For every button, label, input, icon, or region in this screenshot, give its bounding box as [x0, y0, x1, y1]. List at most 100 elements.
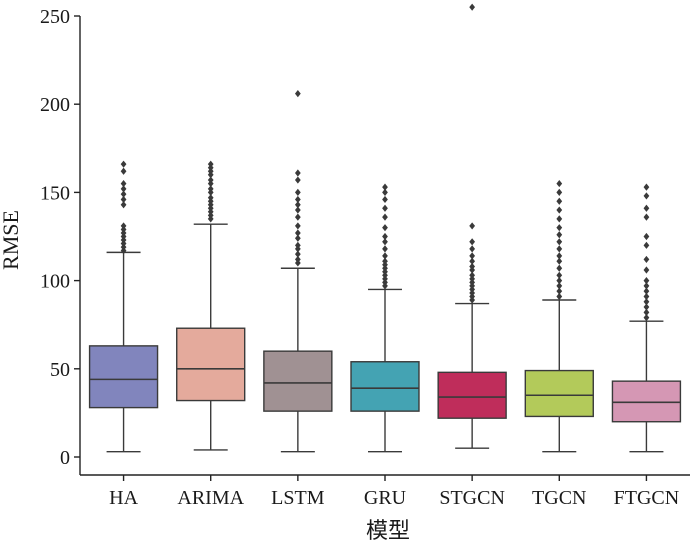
boxes-layer	[88, 3, 682, 453]
outlier-point	[294, 176, 301, 184]
outlier-point	[294, 169, 301, 177]
x-axis-title: 模型	[366, 518, 410, 543]
outlier-point	[469, 262, 476, 271]
x-tick-label: FTGCN	[614, 487, 680, 509]
outlier-point	[382, 238, 388, 246]
outlier-point	[556, 179, 563, 188]
outlier-point	[556, 271, 563, 279]
box-group-arima	[176, 160, 246, 451]
outlier-point	[469, 222, 476, 230]
outlier-point	[294, 255, 301, 264]
outlier-point	[294, 195, 301, 204]
outlier-point	[120, 195, 127, 204]
outlier-point	[556, 292, 563, 301]
iqr-box	[611, 380, 682, 423]
outlier-point	[120, 222, 127, 230]
outlier-point	[294, 201, 301, 209]
outlier-point	[643, 282, 650, 290]
outlier-point	[469, 252, 476, 260]
outlier-point	[643, 292, 650, 301]
outlier-point	[294, 222, 301, 230]
outlier-point	[382, 188, 388, 196]
outlier-point	[643, 298, 650, 306]
outlier-point	[382, 204, 388, 212]
outlier-point	[643, 308, 650, 316]
outlier-point	[294, 188, 301, 196]
outlier-point	[556, 206, 563, 214]
outlier-point	[556, 282, 563, 290]
outlier-point	[643, 213, 650, 221]
outlier-point	[469, 271, 476, 279]
outlier-point	[556, 197, 563, 205]
outlier-point	[556, 245, 563, 253]
outlier-point	[207, 160, 214, 168]
x-tick-label: STGCN	[439, 487, 505, 509]
outlier-point	[643, 314, 650, 322]
outlier-point	[643, 303, 650, 311]
y-tick-label: 0	[60, 447, 70, 469]
box-group-ftgcn	[611, 183, 682, 453]
outlier-point	[207, 194, 214, 202]
outlier-point	[120, 179, 127, 188]
iqr-box	[263, 350, 333, 412]
x-tick-label: ARIMA	[177, 487, 244, 509]
outlier-point	[294, 213, 301, 221]
y-tick-label: 100	[40, 271, 70, 293]
outlier-point	[382, 245, 388, 253]
box-group-tgcn	[524, 179, 594, 453]
outlier-point	[556, 215, 563, 223]
outlier-point	[556, 277, 563, 285]
iqr-box	[176, 327, 246, 402]
outlier-point	[643, 241, 650, 249]
outlier-point	[294, 241, 301, 249]
outlier-point	[643, 204, 650, 212]
outlier-point	[643, 232, 650, 241]
iqr-box	[524, 369, 594, 418]
outlier-point	[382, 257, 388, 265]
y-axis: 0 50 100 150 200 250	[40, 6, 81, 475]
outlier-point	[294, 250, 301, 258]
outlier-point	[207, 185, 214, 193]
y-tick-label: 250	[40, 6, 70, 28]
outlier-point	[643, 183, 650, 191]
outlier-point	[556, 224, 563, 232]
outlier-point	[469, 257, 476, 265]
outlier-point	[382, 224, 388, 232]
outlier-point	[120, 190, 127, 198]
outlier-point	[469, 238, 476, 246]
outlier-point	[120, 160, 127, 168]
outlier-point	[556, 287, 563, 295]
outlier-point	[294, 234, 301, 242]
outlier-point	[294, 229, 301, 237]
y-tick-label: 150	[40, 182, 70, 204]
y-tick-label: 200	[40, 94, 70, 116]
outlier-point	[643, 287, 650, 295]
outlier-point	[643, 255, 650, 264]
outlier-point	[382, 195, 388, 204]
box-group-lstm	[263, 90, 333, 453]
outlier-point	[469, 245, 476, 253]
outlier-point	[643, 266, 650, 274]
outlier-point	[556, 238, 563, 246]
outlier-point	[643, 192, 650, 200]
outlier-point	[382, 252, 388, 260]
outlier-point	[382, 232, 388, 241]
y-tick-label: 50	[50, 359, 70, 381]
outlier-point	[382, 183, 388, 191]
box-group-ha	[88, 160, 159, 453]
outlier-point	[643, 277, 650, 285]
outlier-point	[120, 185, 127, 193]
outlier-point	[556, 257, 563, 265]
outlier-point	[556, 252, 563, 260]
outlier-point	[556, 264, 563, 272]
outlier-point	[294, 90, 301, 98]
outlier-point	[556, 231, 563, 239]
outlier-point	[556, 188, 563, 196]
outlier-point	[469, 3, 476, 11]
outlier-point	[120, 167, 127, 175]
iqr-box	[88, 345, 159, 409]
x-tick-label: HA	[109, 487, 138, 509]
outlier-point	[120, 201, 127, 209]
y-axis-title: RMSE	[0, 210, 23, 270]
